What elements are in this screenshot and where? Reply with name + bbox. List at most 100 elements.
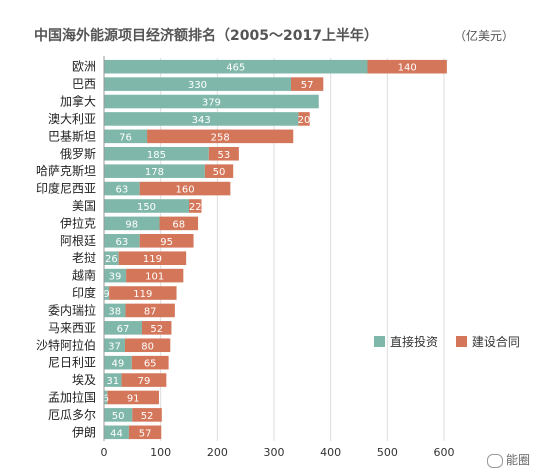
bar-direct-investment <box>104 234 140 248</box>
bar-direct-investment <box>104 355 132 370</box>
bar-direct-investment <box>104 321 142 335</box>
category-label: 厄瓜多尔 <box>48 407 96 422</box>
category-label: 委内瑞拉 <box>48 302 96 317</box>
data-label: 31 <box>106 376 119 387</box>
bar-direct-investment <box>104 181 140 196</box>
bar-construction-contract <box>132 408 162 422</box>
x-tick-label: 200 <box>207 446 228 459</box>
category-label: 印度 <box>72 285 96 300</box>
data-label: 20 <box>298 115 311 126</box>
data-label: 63 <box>115 237 128 248</box>
bar-construction-contract <box>291 77 324 91</box>
data-label: 65 <box>144 359 157 370</box>
legend-label-direct-investment: 直接投资 <box>390 335 439 349</box>
bar-construction-contract <box>189 199 202 213</box>
unit-label: （亿美元） <box>453 29 514 43</box>
data-label: 343 <box>192 115 211 126</box>
bar-direct-investment <box>104 251 119 265</box>
data-label: 119 <box>143 254 162 265</box>
category-label: 孟加拉国 <box>48 389 96 404</box>
data-label: 63 <box>115 185 128 196</box>
category-label: 巴西 <box>72 77 96 91</box>
legend-swatch-construction-contract <box>455 336 467 347</box>
bar-construction-contract <box>139 181 231 196</box>
category-label: 越南 <box>72 268 96 283</box>
data-label: 37 <box>108 341 121 352</box>
data-label: 379 <box>202 98 221 109</box>
data-label: 50 <box>112 411 125 422</box>
bar-construction-contract <box>128 425 162 440</box>
data-label: 22 <box>189 202 202 213</box>
bar-construction-contract <box>298 112 310 126</box>
data-label: 57 <box>139 428 152 439</box>
bar-direct-investment <box>104 390 108 405</box>
category-label: 伊拉克 <box>60 215 96 230</box>
bar-construction-contract <box>367 59 447 74</box>
data-label: 9 <box>103 289 109 300</box>
data-label: 57 <box>301 80 314 91</box>
bar-construction-contract <box>208 146 239 161</box>
bar-direct-investment <box>104 199 189 213</box>
data-label: 6 <box>103 393 109 404</box>
bar-direct-investment <box>104 164 205 178</box>
bar-direct-investment <box>104 373 122 387</box>
data-label: 119 <box>133 289 152 300</box>
category-label: 阿根廷 <box>60 234 96 248</box>
category-label: 马来西亚 <box>48 321 96 335</box>
bar-construction-contract <box>139 234 194 248</box>
legend-swatch-direct-investment <box>374 336 385 347</box>
data-label: 52 <box>141 411 154 422</box>
bar-direct-investment <box>104 268 127 283</box>
data-label: 44 <box>110 428 123 439</box>
data-label: 185 <box>147 150 166 161</box>
data-label: 53 <box>217 150 230 161</box>
bar-construction-contract <box>121 373 167 387</box>
bar-direct-investment <box>104 425 129 440</box>
data-label: 39 <box>109 272 122 283</box>
axis-layer: 0 100 200 300 400 500 600 欧洲巴西加拿大澳大利亚巴基斯坦俄罗斯哈萨克… <box>36 56 455 459</box>
data-label: 68 <box>172 219 185 230</box>
data-label: 38 <box>108 306 121 317</box>
x-tick-label: 600 <box>434 446 455 459</box>
bar-direct-investment <box>104 129 148 144</box>
bar-direct-investment <box>104 146 209 161</box>
category-label: 沙特阿拉伯 <box>36 337 96 352</box>
bar-direct-investment <box>104 286 110 300</box>
x-tick-label: 300 <box>264 446 285 459</box>
bar-direct-investment <box>104 59 368 74</box>
bar-direct-investment <box>104 408 133 422</box>
bar-construction-contract <box>124 338 171 353</box>
legend-item-construction-contract: 建设合同 <box>455 333 520 350</box>
bar-direct-investment <box>104 94 319 109</box>
category-label: 老挝 <box>72 251 96 265</box>
x-tick-label: 400 <box>320 446 341 459</box>
bar-construction-contract <box>159 216 199 231</box>
wechat-logo-icon <box>486 453 503 468</box>
bar-construction-contract <box>107 390 159 405</box>
category-label: 俄罗斯 <box>60 147 96 161</box>
data-label: 178 <box>145 167 164 178</box>
bar-construction-contract <box>141 321 172 335</box>
bar-construction-contract <box>147 129 294 144</box>
data-label: 160 <box>175 185 194 196</box>
bar-layer <box>104 59 447 440</box>
legend-label-construction-contract: 建设合同 <box>471 335 520 349</box>
bar-direct-investment <box>104 338 125 353</box>
watermark: 能圈 <box>486 451 530 468</box>
data-label: 76 <box>119 132 132 143</box>
category-label: 美国 <box>72 199 96 213</box>
bar-construction-contract <box>131 355 169 370</box>
data-label: 79 <box>138 376 151 387</box>
data-label: 26 <box>105 254 118 265</box>
category-label: 伊朗 <box>72 425 96 439</box>
category-label: 澳大利亚 <box>48 112 96 126</box>
bar-construction-contract <box>125 303 175 318</box>
data-label: 50 <box>213 167 226 178</box>
legend-item-direct-investment: 直接投资 <box>374 333 438 350</box>
x-tick-label: 0 <box>101 446 108 459</box>
data-label: 80 <box>141 341 154 352</box>
bar-construction-contract <box>109 286 177 300</box>
bar-construction-contract <box>118 251 187 265</box>
